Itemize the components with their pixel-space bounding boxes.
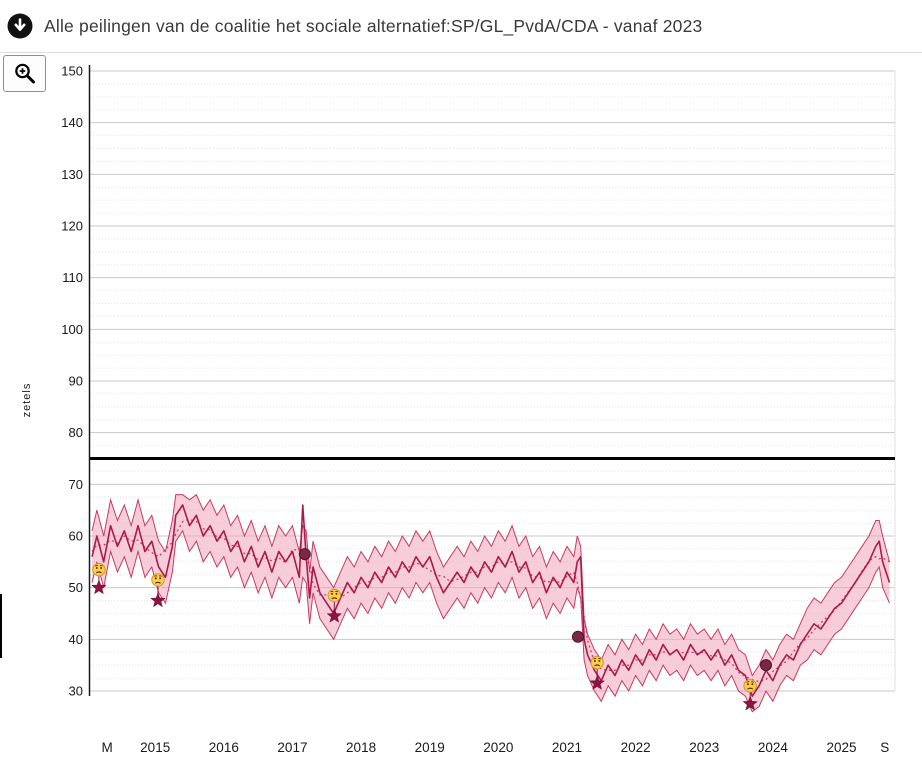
band-lower-edge xyxy=(91,529,890,713)
svg-text:60: 60 xyxy=(69,529,83,544)
uncertainty-band xyxy=(92,494,890,712)
svg-text:2018: 2018 xyxy=(346,740,376,755)
zoom-button[interactable] xyxy=(3,55,46,92)
poll-average-line xyxy=(91,504,891,697)
svg-text:100: 100 xyxy=(61,322,83,337)
svg-text:70: 70 xyxy=(69,477,83,492)
svg-text:M: M xyxy=(102,740,113,755)
svg-text:120: 120 xyxy=(61,219,83,234)
election-star-marker[interactable] xyxy=(150,592,166,608)
gridlines xyxy=(90,70,896,692)
svg-text:150: 150 xyxy=(61,64,83,79)
svg-text:2019: 2019 xyxy=(415,740,445,755)
svg-text:130: 130 xyxy=(61,167,83,182)
x-tick-labels: M 2015 2016 2017 2018 2019 2020 2021 2022 2023 202… xyxy=(102,740,890,755)
election-dot-marker[interactable] xyxy=(571,630,584,643)
election-star-marker[interactable] xyxy=(326,607,343,623)
left-edge-artifact-line xyxy=(0,594,2,658)
svg-text:90: 90 xyxy=(69,374,83,389)
svg-text:50: 50 xyxy=(69,580,83,595)
election-dot-marker[interactable] xyxy=(759,659,772,672)
magnifier-plus-icon xyxy=(12,61,38,87)
worried-emoji-marker[interactable] xyxy=(743,679,757,693)
band-upper-edge xyxy=(91,493,890,677)
worried-emoji-marker[interactable] xyxy=(151,573,165,587)
svg-text:2025: 2025 xyxy=(826,740,856,755)
election-star-marker[interactable] xyxy=(91,579,107,595)
svg-text:2020: 2020 xyxy=(483,740,513,755)
svg-text:2016: 2016 xyxy=(209,740,239,755)
svg-text:110: 110 xyxy=(62,270,83,285)
svg-text:2015: 2015 xyxy=(140,740,170,755)
svg-text:30: 30 xyxy=(69,684,83,699)
svg-text:2017: 2017 xyxy=(277,740,307,755)
svg-text:80: 80 xyxy=(69,425,83,440)
worried-emoji-marker[interactable] xyxy=(92,562,106,577)
chart-header: Alle peilingen van de coalitie het socia… xyxy=(0,0,922,53)
page-title: Alle peilingen van de coalitie het socia… xyxy=(44,15,703,36)
worried-emoji-marker[interactable] xyxy=(590,655,604,670)
svg-text:40: 40 xyxy=(69,632,83,647)
election-dot-marker[interactable] xyxy=(298,548,311,561)
svg-text:S: S xyxy=(880,740,889,755)
election-star-marker[interactable] xyxy=(589,675,605,690)
election-star-marker[interactable] xyxy=(742,695,758,711)
svg-text:2021: 2021 xyxy=(552,740,582,755)
download-icon[interactable] xyxy=(6,12,34,40)
svg-text:2024: 2024 xyxy=(758,740,789,755)
smoothed-average-line xyxy=(91,518,890,683)
y-axis-label: zetels xyxy=(21,383,33,418)
worried-emoji-marker[interactable] xyxy=(327,588,342,603)
svg-text:140: 140 xyxy=(61,115,83,130)
y-tick-labels: 30 40 50 60 70 80 90 100 110 120 130 140 150 xyxy=(61,64,83,699)
svg-text:2023: 2023 xyxy=(689,740,719,755)
svg-text:2022: 2022 xyxy=(621,740,651,755)
